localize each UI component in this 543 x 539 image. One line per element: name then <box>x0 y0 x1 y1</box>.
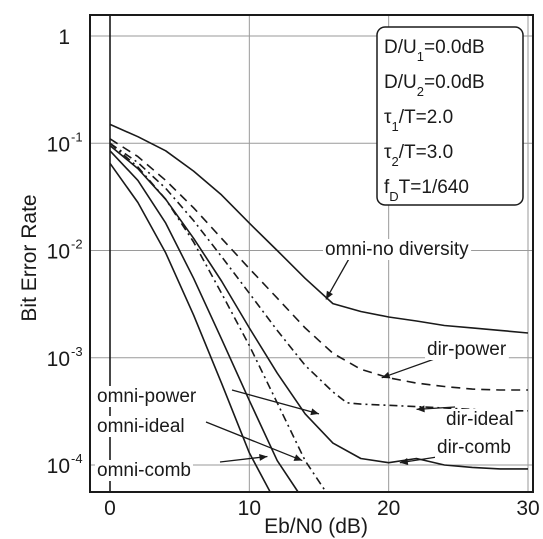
annotation-label-bg <box>95 460 193 481</box>
annotation-label-bg <box>95 386 199 407</box>
series-omni-ideal <box>109 150 299 493</box>
annotation-label-bg <box>435 437 513 458</box>
series-annotations: omni-no diversity dir-power omni-power dir-… <box>95 239 516 481</box>
annotation-label-bg <box>323 239 472 260</box>
x-tick-label: 10 <box>238 497 261 520</box>
series-omni-power <box>109 142 327 493</box>
series-dir-comb <box>109 144 528 470</box>
y-axis-label: Bit Error Rate <box>18 194 41 321</box>
annotation-label: omni-no diversity <box>325 239 469 260</box>
parameter-line: fDT=1/640 <box>384 177 469 204</box>
parameter-line: D/U2=0.0dB <box>384 72 485 99</box>
y-tick-label: 10 <box>47 348 70 371</box>
x-tick-labels: 0 10 20 30 <box>104 497 540 520</box>
annotation-label: dir-ideal <box>446 409 514 430</box>
annotation-label: omni-power <box>97 386 197 407</box>
series-omni-no-diversity <box>109 123 529 334</box>
annotation-label: dir-comb <box>437 437 511 458</box>
y-tick-label: 1 <box>58 26 70 49</box>
annotation-arrowhead <box>310 408 319 416</box>
parameter-box-frame <box>376 26 524 206</box>
annotation-arrowhead <box>381 371 391 379</box>
y-tick-exponent: -3 <box>71 344 83 359</box>
series-dir-power <box>109 138 528 391</box>
series-lines <box>109 123 529 493</box>
annotation-arrowhead <box>325 290 333 300</box>
annotation-label: dir-power <box>427 339 507 360</box>
x-tick-label: 20 <box>377 497 400 520</box>
annotation-arrow <box>381 356 441 379</box>
annotation-arrowhead <box>399 458 409 465</box>
y-tick-exponent: -1 <box>71 129 83 144</box>
parameter-line: D/U1=0.0dB <box>384 37 485 64</box>
annotation-arrow <box>325 256 351 300</box>
annotation-arrowhead <box>416 405 425 413</box>
series-omni-comb <box>109 162 271 493</box>
annotation-arrow <box>205 421 303 462</box>
y-tick-label: 10 <box>47 455 70 478</box>
parameter-line: τ1/T=2.0 <box>384 107 453 134</box>
parameter-box: D/U1=0.0dB D/U2=0.0dB τ1/T=2.0 τ2/T=3.0 fDT=… <box>376 26 524 206</box>
y-tick-exponent: -4 <box>71 451 83 466</box>
y-tick-label: 10 <box>47 241 70 264</box>
y-tick-label: 10 <box>47 133 70 156</box>
plot-frame <box>89 14 534 493</box>
annotation-arrowhead <box>259 453 268 461</box>
x-tick-label: 0 <box>104 497 116 520</box>
annotation-label-bg <box>425 339 509 360</box>
annotation-label-bg <box>444 409 516 430</box>
annotation-label: omni-comb <box>97 460 191 481</box>
x-tick-label: 30 <box>516 497 539 520</box>
annotation-label: omni-ideal <box>97 416 185 437</box>
y-tick-exponent: -2 <box>71 237 83 252</box>
parameter-line: τ2/T=3.0 <box>384 142 453 169</box>
x-axis-label: Eb/N0 (dB) <box>264 515 368 538</box>
annotation-arrowhead <box>293 454 303 461</box>
y-tick-labels: 110-110-210-310-4 <box>47 26 83 478</box>
annotation-label-bg <box>95 416 187 437</box>
annotation-arrow <box>231 389 320 415</box>
